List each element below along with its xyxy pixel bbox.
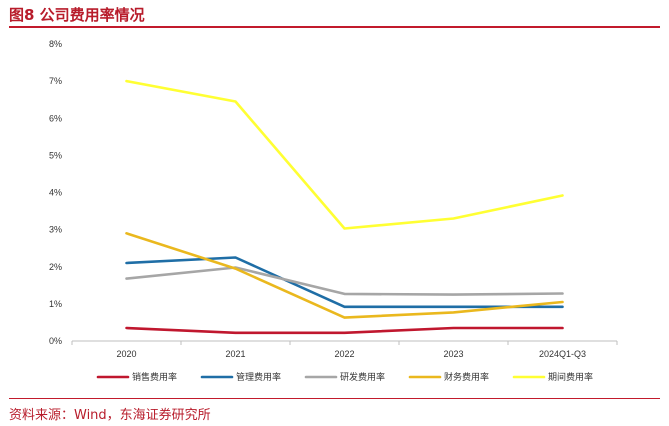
source-rule (9, 398, 660, 399)
figure-title: 图8 公司费用率情况 (9, 6, 145, 24)
chart-axes: 2020 2021 2022 2023 2024Q1-Q3 0% 1% 2% 3% 4% 5% 6% 7… (49, 39, 618, 359)
chart-series (125, 79, 564, 335)
y-tick-label: 4% (49, 188, 62, 198)
legend-label-1: 销售费用率 (132, 371, 177, 383)
x-tick-label: 2023 (443, 349, 463, 359)
legend-label-3: 研发费用率 (340, 371, 385, 383)
title-rule (9, 26, 660, 28)
y-tick-label: 5% (49, 150, 62, 160)
legend-label-2: 管理费用率 (236, 371, 281, 383)
y-tick-label: 3% (49, 225, 62, 235)
x-tick-label: 2024Q1-Q3 (539, 349, 586, 359)
legend-label-5: 期间费用率 (548, 371, 593, 383)
y-tick-label: 8% (49, 39, 62, 49)
legend-label-4: 财务费用率 (444, 371, 489, 383)
series-line-1 (125, 326, 564, 335)
y-tick-label: 2% (49, 262, 62, 272)
y-tick-label: 0% (49, 336, 62, 346)
x-tick-label: 2020 (116, 349, 136, 359)
series-line-3 (125, 266, 564, 296)
series-line-4 (125, 232, 564, 319)
x-tick-label: 2021 (225, 349, 245, 359)
y-tick-label: 1% (49, 299, 62, 309)
chart-legend: 销售费用率 管理费用率 研发费用率 财务费用率 期间费用率 (96, 371, 593, 383)
source-note: 资料来源：Wind，东海证券研究所 (9, 408, 211, 423)
y-tick-label: 6% (49, 113, 62, 123)
x-tick-label: 2022 (334, 349, 354, 359)
y-tick-label: 7% (49, 76, 62, 86)
series-line-2 (125, 256, 564, 309)
series-line-5 (125, 79, 564, 230)
